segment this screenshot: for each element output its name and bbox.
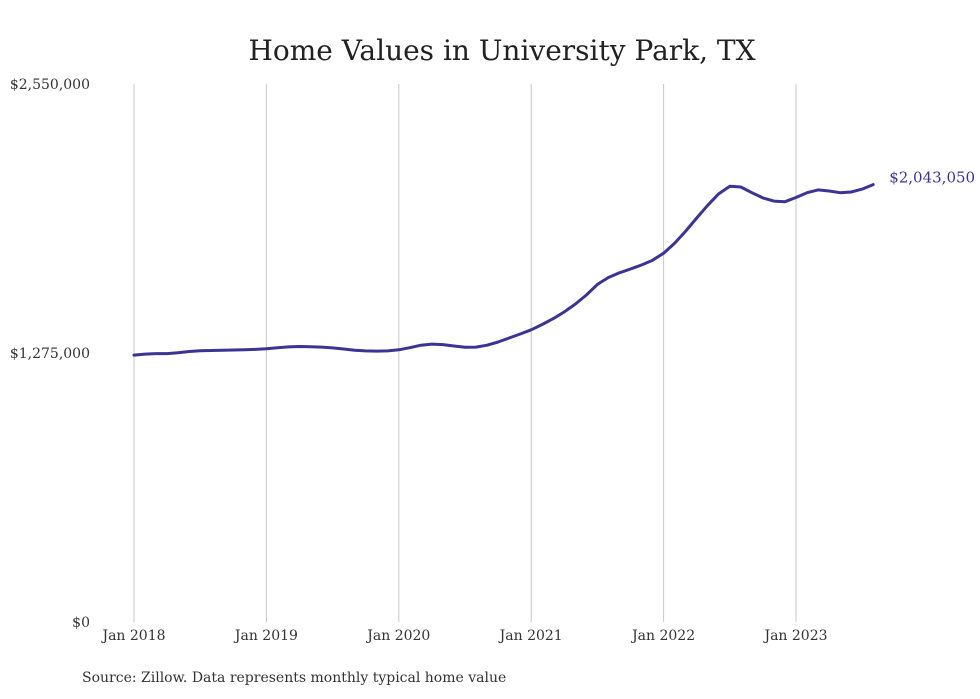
x-tick-label: Jan 2022 [630,628,695,644]
gridlines [133,84,797,622]
y-tick-label: $2,550,000 [10,77,90,93]
x-tick-label: Jan 2020 [365,628,430,644]
chart-title: Home Values in University Park, TX [248,34,755,67]
x-tick-label: Jan 2021 [498,628,563,644]
series-line-home-value [132,183,875,357]
end-value-label: $2,043,050 [889,169,975,187]
x-tick-label: Jan 2019 [233,628,298,644]
y-axis-ticks: $0 $1,275,000 $2,550,000 [10,77,90,631]
x-axis-ticks: Jan 2018 Jan 2019 Jan 2020 Jan 2021 Jan 2022… [100,628,827,644]
x-tick-label: Jan 2018 [100,628,165,644]
y-tick-label: $1,275,000 [10,346,90,362]
y-tick-label: $0 [72,615,90,631]
x-tick-label: Jan 2023 [762,628,827,644]
source-note: Source: Zillow. Data represents monthly … [82,670,506,686]
